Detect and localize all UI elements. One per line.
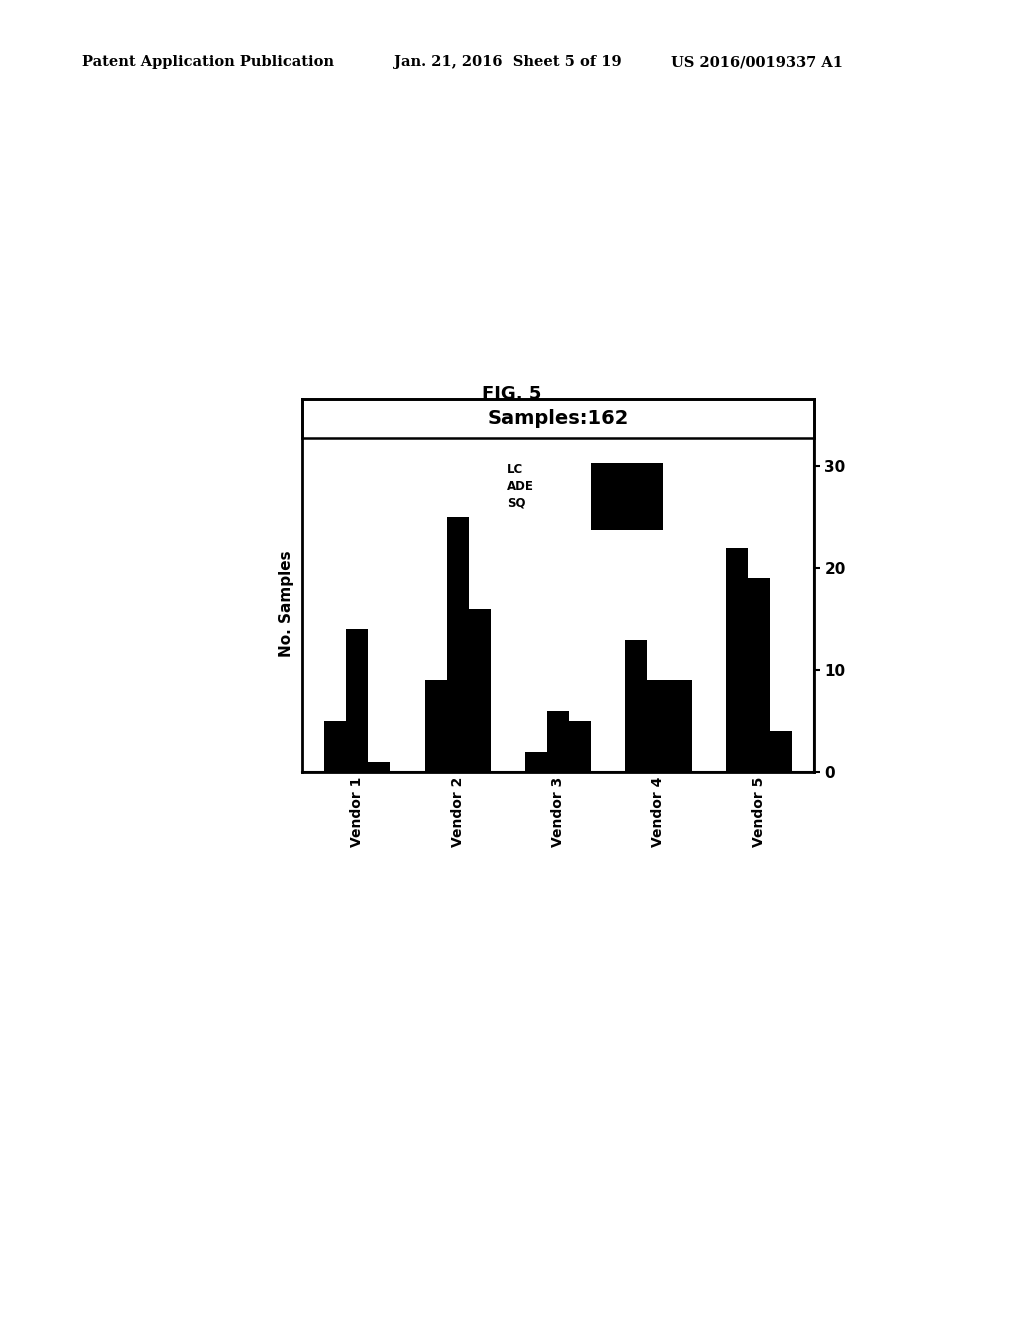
Bar: [647, 680, 670, 772]
FancyBboxPatch shape: [591, 462, 664, 529]
Text: Samples:162: Samples:162: [487, 409, 629, 428]
Bar: [469, 609, 490, 772]
Bar: [525, 752, 547, 772]
Y-axis label: No. Samples: No. Samples: [279, 550, 294, 657]
Text: LC
ADE
SQ: LC ADE SQ: [507, 462, 534, 510]
Bar: [569, 721, 591, 772]
Text: US 2016/0019337 A1: US 2016/0019337 A1: [671, 55, 843, 70]
Bar: [369, 762, 390, 772]
Text: FIG. 5: FIG. 5: [482, 384, 542, 403]
Bar: [626, 640, 647, 772]
Bar: [325, 721, 346, 772]
Bar: [425, 680, 446, 772]
Bar: [770, 731, 792, 772]
Bar: [726, 548, 748, 772]
Bar: [446, 517, 469, 772]
Bar: [346, 630, 369, 772]
Text: Patent Application Publication: Patent Application Publication: [82, 55, 334, 70]
Bar: [748, 578, 770, 772]
Bar: [670, 680, 691, 772]
Bar: [547, 711, 569, 772]
Text: Jan. 21, 2016  Sheet 5 of 19: Jan. 21, 2016 Sheet 5 of 19: [394, 55, 622, 70]
